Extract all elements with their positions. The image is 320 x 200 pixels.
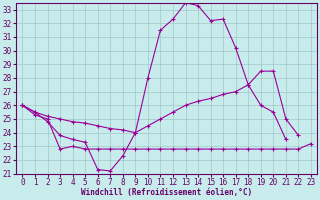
X-axis label: Windchill (Refroidissement éolien,°C): Windchill (Refroidissement éolien,°C)	[81, 188, 252, 197]
